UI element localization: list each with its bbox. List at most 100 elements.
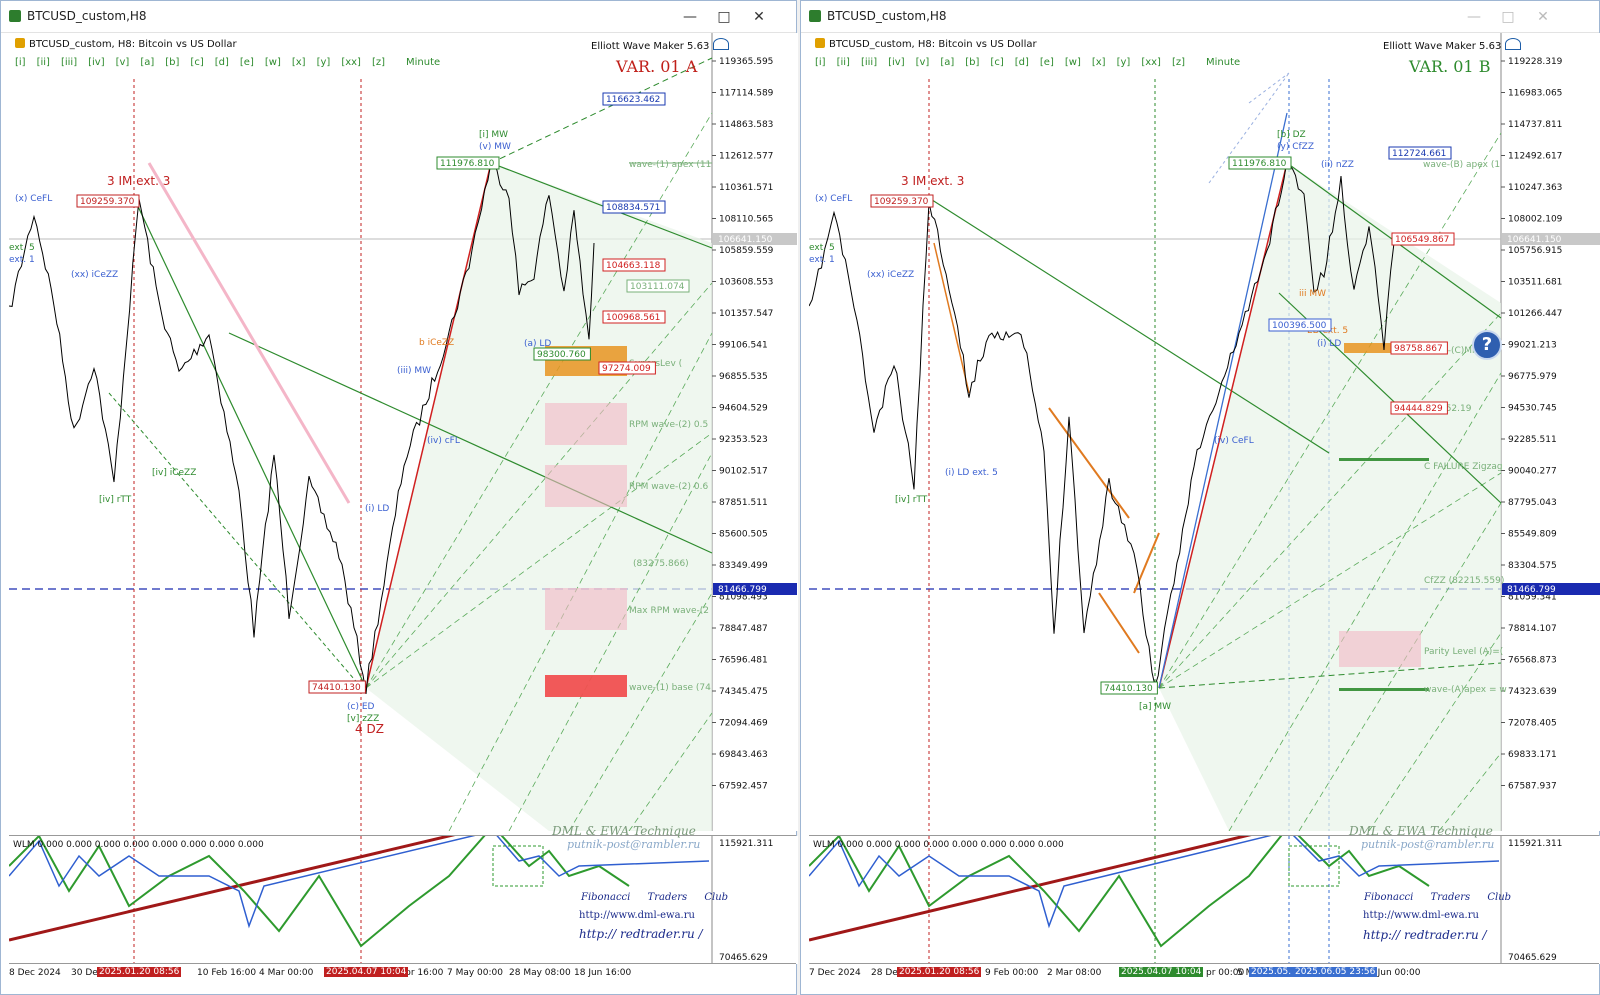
wave-degree-button-0[interactable]: [i] (815, 57, 826, 68)
price-tick-label: 101266.447 (1508, 309, 1562, 319)
minimize-button[interactable]: — (683, 9, 697, 25)
indicator-name: Elliott Wave Maker 5.63 (591, 38, 730, 52)
wave-degree-button-15[interactable]: Minute (1206, 57, 1241, 68)
wave-degree-button-10[interactable]: [w] (1064, 57, 1081, 68)
price-tick-label: 67592.457 (719, 782, 768, 792)
wave-annotation: iii MW (1299, 289, 1326, 299)
wave-degree-button-13[interactable]: [xx] (341, 57, 361, 68)
fib-fan-line (365, 432, 713, 689)
price-tick-label: 83349.499 (719, 561, 768, 571)
target-zone (545, 403, 627, 445)
time-axis[interactable]: 8 Dec 2024 30 De 10 Feb 16:00 4 Mar 00:00 Ap… (9, 963, 796, 984)
price-tick-label: 67587.937 (1508, 782, 1557, 792)
price-tick-label: 108110.565 (719, 215, 773, 225)
wave-degree-button-3[interactable]: [iv] (888, 57, 905, 68)
wave-degree-button-15[interactable]: Minute (406, 57, 441, 68)
wave-annotation: ext. 5 (809, 243, 835, 253)
wave-degree-button-13[interactable]: [xx] (1141, 57, 1161, 68)
wave-annotation: wave-(B) apex (1 (1423, 160, 1500, 170)
wave-degree-button-4[interactable]: [v] (915, 57, 930, 68)
wave-annotation: [b] DZ (1277, 130, 1306, 140)
window-title: BTCUSD_custom,H8 (27, 9, 147, 23)
minimize-button[interactable]: — (1467, 9, 1481, 25)
wave-degree-button-14[interactable]: [z] (1171, 57, 1186, 68)
wlm-indicator-panel[interactable]: 115921.311 70465.629 WLM 0.000 0.000 0.00… (809, 824, 1600, 964)
wave-annotation: (94552.19 (1425, 404, 1472, 414)
fib-fan-line (1158, 312, 1502, 689)
price-chart-canvas[interactable]: 119365.595 117114.589 114863.583 112612.577… (9, 33, 798, 831)
price-tick-label: 76568.873 (1508, 656, 1557, 666)
wave-degree-button-9[interactable]: [e] (1039, 57, 1054, 68)
wave-degree-button-2[interactable]: [iii] (860, 57, 878, 68)
credit-url[interactable]: http://www.dml-ewa.ru (579, 910, 695, 921)
credit-url-2[interactable]: http:// redtrader.ru / (1363, 928, 1487, 942)
price-tick-label: 119365.595 (719, 57, 773, 67)
maximize-button[interactable]: □ (717, 9, 731, 25)
wave-degree-button-7[interactable]: [c] (990, 57, 1004, 68)
wave-degree-button-10[interactable]: [w] (264, 57, 281, 68)
help-icon[interactable]: ? (1472, 330, 1502, 360)
wave-degree-button-4[interactable]: [v] (115, 57, 130, 68)
price-tick-label: 92285.511 (1508, 435, 1557, 445)
symbol-info: BTCUSD_custom, H8: Bitcoin vs US Dollar (815, 38, 1037, 50)
wave-degree-button-9[interactable]: [e] (239, 57, 254, 68)
wave-annotation: [iv] rTT (99, 495, 132, 505)
wave-annotation: [i] MW (479, 130, 508, 140)
credit-url-2[interactable]: http:// redtrader.ru / (579, 927, 703, 941)
wave-annotation: wave-(1) apex (11 (629, 160, 711, 170)
symbol-info: BTCUSD_custom, H8: Bitcoin vs US Dollar (15, 38, 237, 50)
price-series (809, 157, 1395, 688)
credit-club: Fibonacci Traders Club (581, 892, 729, 903)
wave-annotation: (a) LD (524, 339, 551, 349)
wave-degree-button-0[interactable]: [i] (15, 57, 26, 68)
wlm-trend-line (809, 836, 1252, 942)
wave-degree-button-14[interactable]: [z] (371, 57, 386, 68)
wave-annotation: (c) ED (347, 702, 375, 712)
wave-degree-button-2[interactable]: [iii] (60, 57, 78, 68)
maximize-button[interactable]: □ (1501, 9, 1515, 25)
price-tick-label: 69833.171 (1508, 750, 1557, 760)
wave-degree-button-5[interactable]: [a] (940, 57, 955, 68)
close-button[interactable]: ✕ (753, 9, 765, 25)
wlm-indicator-panel[interactable]: 115921.311 70465.629 WLM 0.000 0.000 0.00… (9, 824, 798, 964)
wave-degree-button-11[interactable]: [x] (1091, 57, 1106, 68)
price-tick-label: 99106.541 (719, 341, 768, 351)
ind-tick-label: 70465.629 (1508, 953, 1557, 963)
wave-degree-button-12[interactable]: [y] (316, 57, 331, 68)
price-box-label: 103111.074 (630, 282, 685, 292)
credit-url[interactable]: http://www.dml-ewa.ru (1363, 910, 1479, 921)
wave-degree-button-3[interactable]: [iv] (88, 57, 105, 68)
wave-degree-button-8[interactable]: [d] (214, 57, 229, 68)
wave-degree-button-12[interactable]: [y] (1116, 57, 1131, 68)
wave-degree-button-11[interactable]: [x] (291, 57, 306, 68)
price-box-label: 111976.810 (440, 159, 495, 169)
wave-degree-button-6[interactable]: [b] (165, 57, 180, 68)
wave-degree-button-5[interactable]: [a] (140, 57, 155, 68)
wave-degree-button-7[interactable]: [c] (190, 57, 204, 68)
price-tick-label: 114863.583 (719, 120, 773, 130)
wave-degree-button-8[interactable]: [d] (1014, 57, 1029, 68)
credit-email: putnik-post@rambler.ru (1361, 838, 1495, 851)
target-zone (545, 465, 627, 507)
wave-annotation: (xx) iCeZZ (867, 270, 914, 280)
close-button[interactable]: ✕ (1537, 9, 1549, 25)
wave-degree-button-1[interactable]: [ii] (36, 57, 50, 68)
trend-line (147, 162, 351, 504)
chart-window-a: BTCUSD_custom,H8 — □ ✕ 119365.595 117114.… (0, 0, 798, 995)
price-tick-label: 81098.493 (719, 593, 768, 603)
time-axis[interactable]: 7 Dec 2024 28 Dec 9 Feb 00:00 2 Mar 08:00 pr… (809, 963, 1599, 984)
wave-degree-button-1[interactable]: [ii] (836, 57, 850, 68)
price-tick-label: 87851.511 (719, 498, 768, 508)
wlm-values: WLM 0.000 0.000 0.000 0.000 0.000 0.000 … (813, 840, 1064, 850)
wave-annotation: (iii) MW (397, 366, 431, 376)
price-chart[interactable]: 119365.595 117114.589 114863.583 112612.577… (9, 33, 798, 831)
wave-degree-button-6[interactable]: [b] (965, 57, 980, 68)
fib-fan-line (568, 592, 713, 831)
price-tick-label: 72094.469 (719, 719, 768, 729)
price-tick-label: 103511.681 (1508, 278, 1562, 288)
price-chart[interactable]: 119228.319 116983.065 114737.811 112492.617… (809, 33, 1600, 831)
time-tick-label: 7 Jun 00:00 (1369, 968, 1421, 978)
wave-annotation: [iv] iCeZZ (152, 468, 196, 478)
price-chart-canvas[interactable]: 119228.319 116983.065 114737.811 112492.617… (809, 33, 1600, 831)
title-bar: BTCUSD_custom,H8 — □ ✕ (801, 1, 1599, 33)
